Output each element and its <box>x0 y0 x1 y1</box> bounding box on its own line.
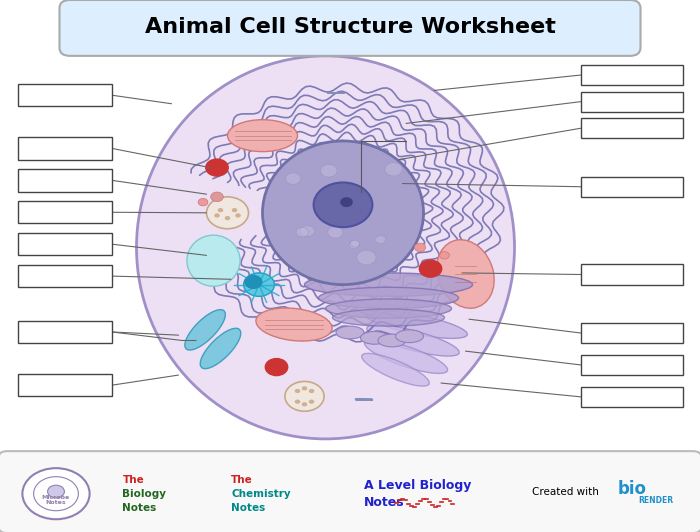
FancyBboxPatch shape <box>18 201 112 223</box>
Text: Notes: Notes <box>364 496 405 509</box>
FancyBboxPatch shape <box>581 92 682 112</box>
Ellipse shape <box>395 330 423 343</box>
Ellipse shape <box>185 310 225 350</box>
FancyBboxPatch shape <box>581 177 682 197</box>
FancyBboxPatch shape <box>60 0 640 56</box>
FancyBboxPatch shape <box>18 265 112 287</box>
Circle shape <box>375 236 386 244</box>
Circle shape <box>341 198 352 206</box>
Ellipse shape <box>367 325 459 356</box>
Text: Notes: Notes <box>122 503 157 512</box>
FancyBboxPatch shape <box>18 233 112 255</box>
Circle shape <box>302 402 307 406</box>
Ellipse shape <box>187 235 240 286</box>
Circle shape <box>414 243 426 252</box>
Text: Notes: Notes <box>231 503 265 512</box>
Circle shape <box>440 252 449 259</box>
Circle shape <box>225 216 230 220</box>
FancyBboxPatch shape <box>581 355 682 375</box>
Text: A Level Biology: A Level Biology <box>364 479 471 492</box>
FancyBboxPatch shape <box>0 451 700 532</box>
Ellipse shape <box>378 334 406 347</box>
Ellipse shape <box>365 311 468 338</box>
Circle shape <box>314 182 372 227</box>
Circle shape <box>309 389 314 393</box>
Circle shape <box>385 163 402 176</box>
Circle shape <box>206 159 228 176</box>
Circle shape <box>214 213 220 218</box>
Text: The: The <box>231 475 253 485</box>
Text: RENDER: RENDER <box>638 496 673 504</box>
Ellipse shape <box>228 120 298 152</box>
Ellipse shape <box>136 56 514 439</box>
FancyBboxPatch shape <box>581 323 682 343</box>
Ellipse shape <box>332 309 444 326</box>
FancyBboxPatch shape <box>581 118 682 138</box>
Ellipse shape <box>336 326 364 339</box>
Text: Microbe: Microbe <box>42 495 70 500</box>
FancyBboxPatch shape <box>18 374 112 396</box>
Circle shape <box>22 468 90 519</box>
Circle shape <box>340 201 349 207</box>
Text: The: The <box>122 475 144 485</box>
Circle shape <box>295 400 300 404</box>
Circle shape <box>286 173 301 185</box>
FancyBboxPatch shape <box>18 84 112 106</box>
Ellipse shape <box>200 328 241 369</box>
FancyBboxPatch shape <box>581 65 682 85</box>
Text: Chemistry: Chemistry <box>231 489 290 498</box>
Text: bio: bio <box>617 480 646 498</box>
Text: Animal Cell Structure Worksheet: Animal Cell Structure Worksheet <box>145 16 555 37</box>
Ellipse shape <box>262 141 424 285</box>
Ellipse shape <box>326 299 452 318</box>
Circle shape <box>245 276 262 288</box>
FancyBboxPatch shape <box>581 264 682 285</box>
Circle shape <box>296 228 309 237</box>
Circle shape <box>265 359 288 376</box>
Ellipse shape <box>256 308 332 341</box>
Ellipse shape <box>437 240 494 308</box>
Circle shape <box>34 477 78 511</box>
Ellipse shape <box>365 339 447 373</box>
Circle shape <box>285 381 324 411</box>
Circle shape <box>232 208 237 212</box>
Circle shape <box>48 485 64 498</box>
Circle shape <box>211 192 223 202</box>
Circle shape <box>357 250 376 265</box>
FancyBboxPatch shape <box>18 321 112 343</box>
Circle shape <box>198 198 208 206</box>
Circle shape <box>206 197 248 229</box>
Circle shape <box>218 208 223 212</box>
FancyBboxPatch shape <box>18 137 112 160</box>
Ellipse shape <box>362 353 429 386</box>
Circle shape <box>235 213 241 218</box>
Circle shape <box>244 273 274 296</box>
Text: Biology: Biology <box>122 489 167 498</box>
Circle shape <box>295 389 300 393</box>
Text: Notes: Notes <box>46 500 66 505</box>
Ellipse shape <box>318 287 458 309</box>
Circle shape <box>419 260 442 277</box>
Circle shape <box>332 182 344 190</box>
Circle shape <box>321 164 337 177</box>
Ellipse shape <box>360 331 388 344</box>
Text: Created with: Created with <box>532 487 599 497</box>
Circle shape <box>302 386 307 390</box>
Circle shape <box>351 240 360 247</box>
FancyBboxPatch shape <box>581 387 682 407</box>
Ellipse shape <box>304 273 472 296</box>
Circle shape <box>349 241 359 249</box>
FancyBboxPatch shape <box>18 169 112 192</box>
Circle shape <box>328 227 343 238</box>
Circle shape <box>309 400 314 404</box>
Circle shape <box>300 226 314 237</box>
